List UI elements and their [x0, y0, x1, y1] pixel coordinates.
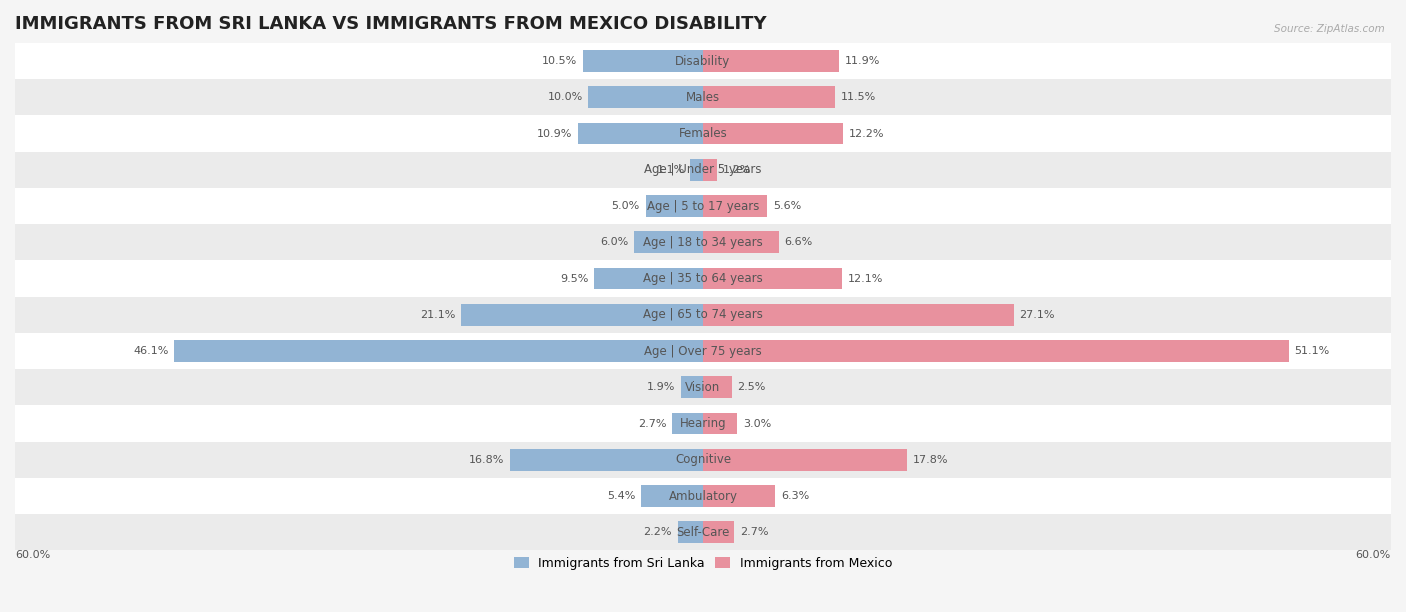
Text: 11.9%: 11.9%	[845, 56, 880, 66]
Bar	[15, 333, 1391, 369]
Text: Disability: Disability	[675, 54, 731, 67]
Text: 6.3%: 6.3%	[780, 491, 810, 501]
Text: 60.0%: 60.0%	[15, 551, 51, 561]
Bar	[703, 304, 1014, 326]
Text: 2.5%: 2.5%	[737, 382, 766, 392]
Bar	[582, 50, 703, 72]
Bar	[703, 412, 737, 435]
Text: Males: Males	[686, 91, 720, 104]
Bar	[703, 195, 768, 217]
Text: 2.7%: 2.7%	[638, 419, 666, 428]
Text: 12.2%: 12.2%	[849, 129, 884, 138]
Text: 16.8%: 16.8%	[470, 455, 505, 465]
Bar	[703, 159, 717, 181]
Bar	[578, 122, 703, 144]
Text: 27.1%: 27.1%	[1019, 310, 1054, 320]
Bar	[703, 521, 734, 543]
Bar	[15, 514, 1391, 551]
Bar	[703, 267, 842, 289]
Bar	[15, 43, 1391, 79]
Bar	[645, 195, 703, 217]
Text: 10.0%: 10.0%	[547, 92, 582, 102]
Bar	[703, 86, 835, 108]
Text: 21.1%: 21.1%	[420, 310, 456, 320]
Bar	[703, 50, 839, 72]
Text: Females: Females	[679, 127, 727, 140]
Text: 5.4%: 5.4%	[607, 491, 636, 501]
Bar	[15, 152, 1391, 188]
Bar	[595, 267, 703, 289]
Text: Age | 18 to 34 years: Age | 18 to 34 years	[643, 236, 763, 249]
Text: Hearing: Hearing	[679, 417, 727, 430]
Text: Source: ZipAtlas.com: Source: ZipAtlas.com	[1274, 24, 1385, 34]
Bar	[15, 406, 1391, 442]
Bar	[703, 231, 779, 253]
Text: Self-Care: Self-Care	[676, 526, 730, 539]
Text: 51.1%: 51.1%	[1295, 346, 1330, 356]
Text: Age | 5 to 17 years: Age | 5 to 17 years	[647, 200, 759, 212]
Text: Vision: Vision	[685, 381, 721, 394]
Text: Age | 35 to 64 years: Age | 35 to 64 years	[643, 272, 763, 285]
Text: 10.5%: 10.5%	[541, 56, 576, 66]
Text: IMMIGRANTS FROM SRI LANKA VS IMMIGRANTS FROM MEXICO DISABILITY: IMMIGRANTS FROM SRI LANKA VS IMMIGRANTS …	[15, 15, 766, 33]
Text: 17.8%: 17.8%	[912, 455, 948, 465]
Text: 6.6%: 6.6%	[785, 237, 813, 247]
Text: 11.5%: 11.5%	[841, 92, 876, 102]
Text: 5.0%: 5.0%	[612, 201, 640, 211]
Text: 9.5%: 9.5%	[560, 274, 588, 283]
Bar	[678, 521, 703, 543]
Text: 1.2%: 1.2%	[723, 165, 751, 175]
Text: 46.1%: 46.1%	[134, 346, 169, 356]
Bar	[690, 159, 703, 181]
Text: 3.0%: 3.0%	[744, 419, 772, 428]
Bar	[588, 86, 703, 108]
Bar	[15, 442, 1391, 478]
Bar	[672, 412, 703, 435]
Bar	[15, 224, 1391, 261]
Bar	[634, 231, 703, 253]
Bar	[703, 340, 1289, 362]
Bar	[510, 449, 703, 471]
Text: 2.2%: 2.2%	[644, 528, 672, 537]
Text: 6.0%: 6.0%	[600, 237, 628, 247]
Bar	[15, 116, 1391, 152]
Bar	[682, 376, 703, 398]
Text: 1.9%: 1.9%	[647, 382, 675, 392]
Bar	[15, 188, 1391, 224]
Text: Age | 65 to 74 years: Age | 65 to 74 years	[643, 308, 763, 321]
Text: 1.1%: 1.1%	[657, 165, 685, 175]
Bar	[15, 79, 1391, 116]
Bar	[703, 376, 731, 398]
Bar	[703, 485, 775, 507]
Bar	[703, 122, 842, 144]
Bar	[15, 369, 1391, 406]
Bar	[703, 449, 907, 471]
Text: Ambulatory: Ambulatory	[668, 490, 738, 502]
Bar	[15, 297, 1391, 333]
Text: Cognitive: Cognitive	[675, 453, 731, 466]
Text: 12.1%: 12.1%	[848, 274, 883, 283]
Bar	[15, 261, 1391, 297]
Text: 5.6%: 5.6%	[773, 201, 801, 211]
Text: 2.7%: 2.7%	[740, 528, 768, 537]
Text: 60.0%: 60.0%	[1355, 551, 1391, 561]
Text: Age | Over 75 years: Age | Over 75 years	[644, 345, 762, 357]
Bar	[641, 485, 703, 507]
Legend: Immigrants from Sri Lanka, Immigrants from Mexico: Immigrants from Sri Lanka, Immigrants fr…	[509, 551, 897, 575]
Bar	[15, 478, 1391, 514]
Text: Age | Under 5 years: Age | Under 5 years	[644, 163, 762, 176]
Text: 10.9%: 10.9%	[537, 129, 572, 138]
Bar	[174, 340, 703, 362]
Bar	[461, 304, 703, 326]
